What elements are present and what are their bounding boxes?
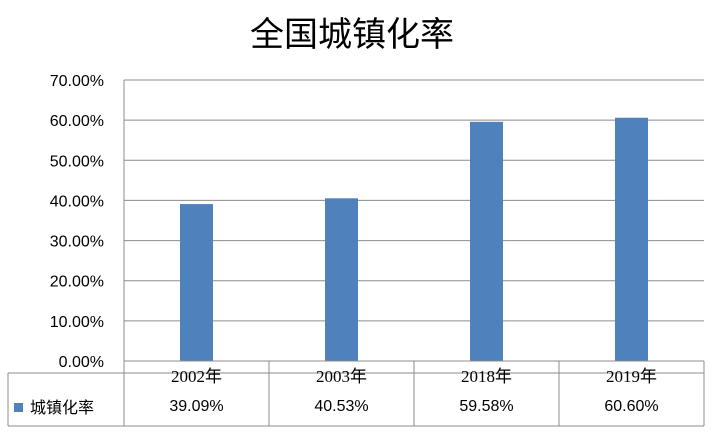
bar (615, 117, 648, 361)
y-tick-label: 70.00% (50, 73, 104, 90)
y-tick-label: 40.00% (50, 193, 104, 210)
bar (325, 198, 358, 361)
y-tick-label: 30.00% (50, 234, 104, 251)
bar (180, 204, 213, 361)
category-label: 2019年 (606, 367, 657, 386)
category-label: 2003年 (316, 367, 367, 386)
legend-label: 城镇化率 (30, 398, 94, 417)
bars (180, 117, 648, 361)
y-tick-label: 10.00% (50, 314, 104, 331)
y-tick-label: 20.00% (50, 274, 104, 291)
gridlines (123, 79, 704, 426)
y-axis-ticks: 0.00% 10.00% 20.00% 30.00% 40.00% 50.00% 60.00… (50, 73, 104, 371)
category-label: 2018年 (461, 367, 512, 386)
data-label: 60.60% (604, 398, 658, 415)
data-label: 40.53% (314, 398, 368, 415)
y-tick-label: 60.00% (50, 113, 104, 130)
category-label: 2002年 (171, 367, 222, 386)
data-table: 2002年 39.09% 2003年 40.53% 2018年 59.58% 2019年 60… (7, 360, 705, 427)
legend-swatch (14, 403, 23, 412)
bar (470, 121, 503, 361)
chart-title: 全国城镇化率 (250, 15, 454, 55)
data-label: 39.09% (169, 398, 223, 415)
y-tick-label: 0.00% (59, 354, 104, 371)
data-label: 59.58% (459, 398, 513, 415)
y-tick-label: 50.00% (50, 153, 104, 170)
